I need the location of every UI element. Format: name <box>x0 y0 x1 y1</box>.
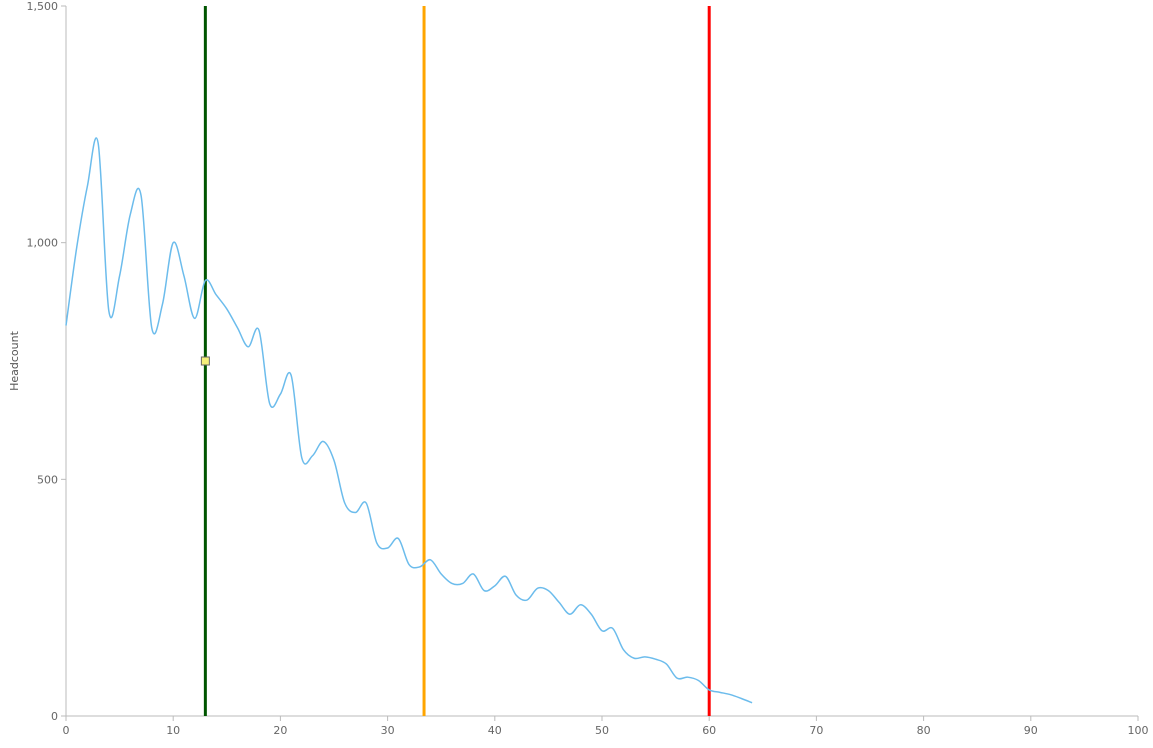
x-tick-label: 50 <box>595 724 609 737</box>
marker-group <box>200 356 210 366</box>
x-tick-label: 100 <box>1128 724 1149 737</box>
y-tick-label: 1,500 <box>27 0 59 13</box>
x-tick-label: 70 <box>809 724 823 737</box>
y-tick-label: 1,000 <box>27 237 59 250</box>
x-tick-label: 0 <box>63 724 70 737</box>
x-tick-label: 20 <box>273 724 287 737</box>
reference-lines <box>203 6 711 716</box>
x-tick-label: 60 <box>702 724 716 737</box>
x-tick-label: 40 <box>488 724 502 737</box>
x-tick-label: 10 <box>166 724 180 737</box>
series-line <box>65 137 753 704</box>
axes: 0 10 20 30 40 50 60 70 80 90 100 0 500 1,000 1,500 <box>27 0 1149 737</box>
y-axis-title: Headcount <box>8 330 21 390</box>
y-tick-label: 500 <box>37 473 58 486</box>
series-group <box>65 137 753 704</box>
x-tick-label: 80 <box>917 724 931 737</box>
y-tick-label: 0 <box>51 710 58 723</box>
x-tick-label: 30 <box>381 724 395 737</box>
highlight-marker[interactable] <box>200 356 210 366</box>
x-tick-label: 90 <box>1024 724 1038 737</box>
